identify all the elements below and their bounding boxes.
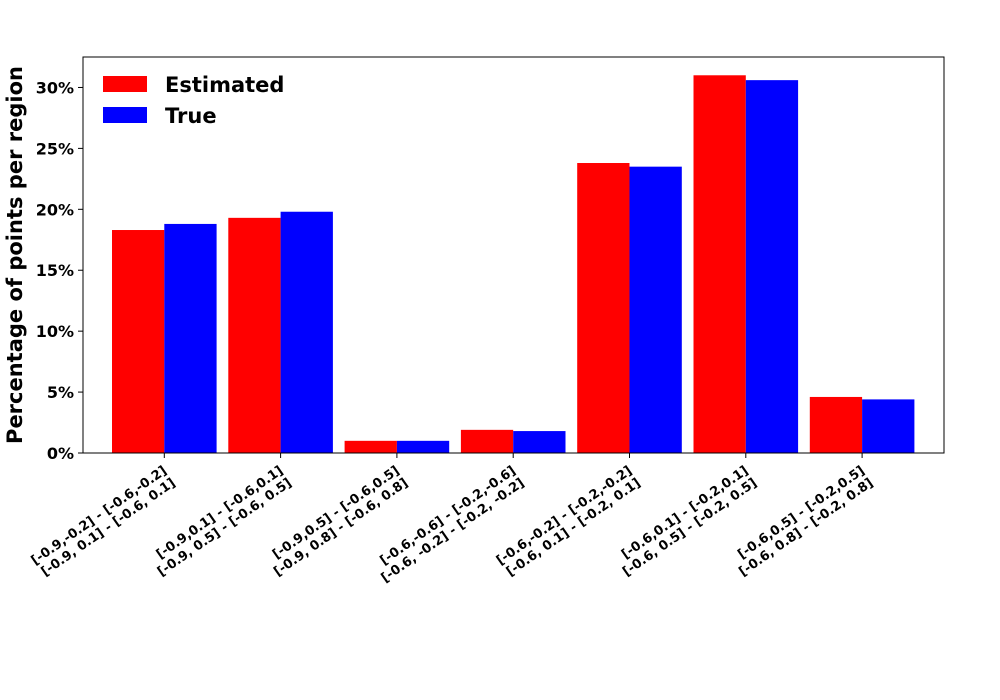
legend-swatch-true (103, 107, 147, 123)
bar-estimated-2 (228, 217, 281, 453)
plot-frame (82, 56, 945, 454)
bar-true-7 (862, 399, 915, 453)
x-tick-label-line: [-0.9,0.5] - [-0.6,0.5] (270, 463, 402, 562)
x-tick-label-line: [-0.9,-0.2] - [-0.6,-0.2] (29, 463, 170, 568)
y-tick-label: 5% (47, 383, 74, 402)
bar-true-5 (629, 166, 682, 453)
legend-swatch-estimated (103, 76, 147, 92)
y-axis: 0% 5% 10% 15% 20% 25% 30% (36, 78, 83, 463)
x-tick-label: [-0.9,-0.2] - [-0.6,-0.2][-0.9, 0.1] - [… (29, 463, 179, 580)
y-tick-label: 0% (47, 444, 74, 463)
bar-estimated-4 (460, 429, 514, 453)
y-tick-label: 20% (36, 200, 74, 219)
x-tick-label-line: [-0.6, 0.1] - [-0.2, 0.1] (504, 476, 644, 580)
bar-true-4 (513, 431, 566, 453)
x-axis: [-0.9,-0.2] - [-0.6,-0.2][-0.9, 0.1] - [… (29, 453, 876, 586)
x-tick-label-line: [-0.9,0.1] - [-0.6,0.1] (154, 463, 286, 562)
y-tick-label: 25% (36, 139, 74, 158)
bar-estimated-7 (809, 396, 863, 453)
x-tick-label-line: [-0.6, 0.5] - [-0.2, 0.5] (620, 476, 760, 580)
bar-true-3 (396, 440, 450, 453)
y-tick-label: 30% (36, 78, 74, 97)
bar-true-6 (745, 80, 799, 454)
bar-estimated-1 (112, 230, 165, 453)
bar-estimated-5 (577, 163, 630, 453)
bar-true-1 (164, 223, 217, 453)
legend-label-estimated: Estimated (165, 73, 284, 97)
legend: Estimated True (103, 73, 284, 128)
x-tick-label-line: [-0.9, 0.5] - [-0.6, 0.5] (155, 476, 295, 580)
bar-estimated-6 (693, 75, 746, 453)
y-tick-label: 15% (36, 261, 74, 280)
x-tick-label-line: [-0.6, 0.8] - [-0.2, 0.8] (736, 476, 876, 580)
bar-estimated-3 (344, 440, 397, 453)
bar-true-2 (280, 211, 333, 453)
x-tick-label-line: [-0.6,0.1] - [-0.2,0.1] (619, 463, 751, 562)
x-tick-label-line: [-0.6,0.5] - [-0.2,0.5] (735, 463, 867, 562)
y-tick-label: 10% (36, 322, 74, 341)
bars-layer (112, 75, 915, 454)
legend-label-true: True (165, 104, 217, 128)
x-tick-label-line: [-0.9, 0.1] - [-0.6, 0.1] (39, 476, 179, 580)
y-axis-label: Percentage of points per region (3, 66, 27, 444)
